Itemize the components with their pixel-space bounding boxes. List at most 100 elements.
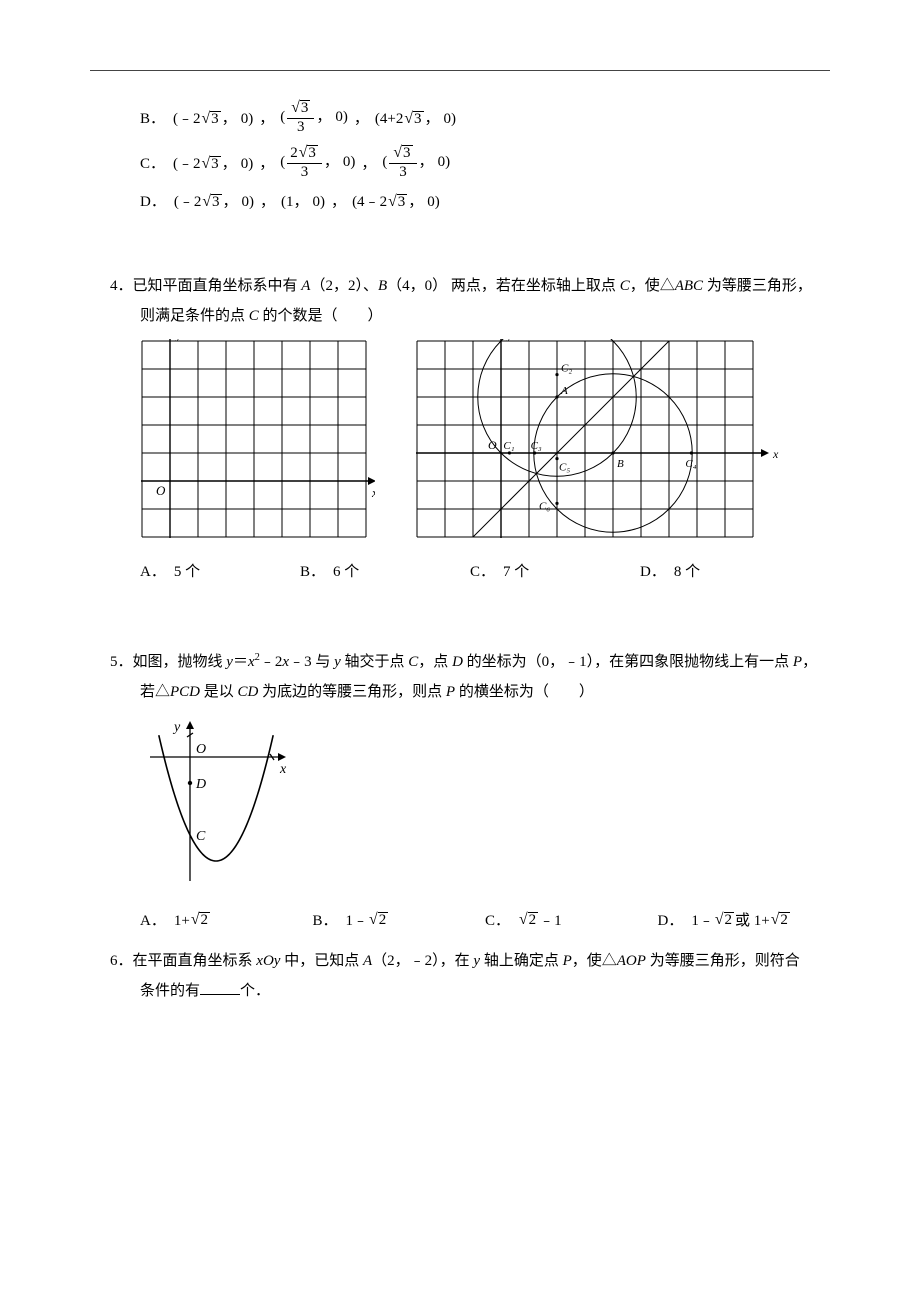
svg-text:x: x (371, 485, 375, 500)
sep: ， (331, 190, 346, 211)
text: ) (249, 194, 254, 210)
text: 5 个 (174, 557, 200, 587)
text: 为等腰三角形， (703, 278, 812, 294)
prev-question-options: B． (﹣2√3，0) ， (√33，0) ， (4+2√3，0) C． (﹣2… (110, 100, 830, 211)
text: (4﹣ (352, 194, 380, 210)
point-c: C (408, 654, 418, 670)
den: 3 (294, 119, 308, 135)
text: 2 (380, 194, 388, 210)
text: 或 1+ (735, 906, 770, 936)
text: 若△ (140, 684, 170, 700)
text: （4，0） (387, 278, 447, 294)
text: ( (382, 154, 387, 170)
q5-choices: A．1+√2 B．1﹣√2 C．√2﹣1 D．1﹣√2或 1+√2 (140, 906, 830, 936)
option-c-line: C． (﹣2√3，0) ， (2√33，0) ， (√33，0) (140, 145, 830, 180)
text: 0 (444, 111, 452, 127)
page: B． (﹣2√3，0) ， (√33，0) ， (4+2√3，0) C． (﹣2… (0, 0, 920, 1302)
text: ) (350, 154, 355, 170)
text: ， (425, 111, 440, 127)
q4-grid-right: OxyABC₁C₂C₃C₄C₅C₆ (415, 339, 785, 549)
text: 1 (286, 194, 294, 210)
text: （2，﹣2），在 (372, 953, 473, 969)
text: 6 个 (333, 557, 359, 587)
label: D． (658, 906, 684, 936)
text: 是以 (200, 684, 238, 700)
option-d-label: D． (140, 190, 166, 211)
svg-text:B: B (617, 458, 624, 470)
option-b-pt2: (√33，0) (280, 100, 348, 135)
text: （2，2） (310, 278, 363, 294)
svg-text:y: y (506, 339, 513, 342)
text: ， (294, 194, 309, 210)
label: C． (485, 906, 510, 936)
point-d: D (452, 654, 463, 670)
radicand: 3 (210, 111, 221, 128)
svg-text:C: C (196, 829, 206, 844)
text: 2 (194, 194, 202, 210)
var-y: y (334, 654, 341, 670)
point-c: C (620, 278, 630, 294)
sqrt-icon: √3 (404, 111, 423, 128)
svg-text:C₃: C₃ (531, 440, 542, 452)
var-x: x (248, 654, 255, 670)
q5-choice-d: D．1﹣√2或 1+√2 (658, 906, 831, 936)
option-b-pt3: (4+2√3，0) (375, 107, 456, 128)
text: 在平面直角坐标系 (133, 953, 257, 969)
text: ， (316, 109, 331, 125)
label: D． (640, 557, 666, 587)
coef: 2 (290, 145, 298, 161)
q5-choice-c: C．√2﹣1 (485, 906, 658, 936)
option-b-pt1: (﹣2√3，0) (173, 107, 253, 128)
text: ( (280, 109, 285, 125)
svg-text:D: D (195, 777, 206, 792)
text: ﹣1 (539, 906, 562, 936)
radicand: 2 (528, 912, 539, 929)
text: 、 (363, 278, 378, 294)
svg-text:x: x (772, 447, 779, 461)
text: ﹣2 (260, 654, 283, 670)
q5-text-line2: 若△PCD 是以 CD 为底边的等腰三角形，则点 P 的横坐标为（ ） (140, 677, 830, 707)
option-b-label: B． (140, 107, 165, 128)
q4-number: 4． (110, 278, 133, 294)
question-5: 5．如图，抛物线 y＝x2﹣2x﹣3 与 y 轴交于点 C，点 D 的坐标为（0… (110, 647, 830, 936)
label: C． (470, 557, 495, 587)
q5-diagram: OxyDC (140, 717, 830, 898)
svg-text:O: O (156, 483, 166, 498)
svg-text:C₄: C₄ (685, 458, 696, 470)
q6-text: 6．在平面直角坐标系 xOy 中，已知点 A（2，﹣2），在 y 轴上确定点 P… (110, 946, 830, 976)
q4-choice-d: D．8 个 (640, 557, 790, 587)
sep: ， (354, 107, 369, 128)
point-b: B (378, 278, 387, 294)
label: B． (300, 557, 325, 587)
sep: ， (259, 107, 274, 128)
text: 0 (242, 194, 250, 210)
point-p: P (563, 953, 572, 969)
q6-text-line2: 条件的有个． (140, 976, 830, 1006)
q4-text: 4．已知平面直角坐标系中有 A（2，2）、B（4，0） 两点，若在坐标轴上取点 … (110, 271, 830, 301)
text: 的横坐标为（ ） (455, 684, 594, 700)
point-p: P (793, 654, 802, 670)
q5-choice-b: B．1﹣√2 (313, 906, 486, 936)
q4-grid-left: Oxy (140, 339, 375, 549)
svg-text:O: O (488, 438, 497, 452)
option-d-pt3: (4﹣2√3，0) (352, 190, 440, 211)
text: ( (280, 154, 285, 170)
q5-choice-a: A．1+√2 (140, 906, 313, 936)
label: A． (140, 557, 166, 587)
text: 2 (193, 156, 201, 172)
text: 的个数是（ ） (259, 308, 383, 324)
text: ) (435, 194, 440, 210)
sep: ， (361, 152, 376, 173)
q5-text: 5．如图，抛物线 y＝x2﹣2x﹣3 与 y 轴交于点 C，点 D 的坐标为（0… (110, 647, 830, 677)
svg-text:O: O (196, 742, 206, 757)
radicand: 3 (307, 145, 318, 162)
svg-text:C₅: C₅ (559, 461, 570, 473)
q4-choice-a: A． 5 个 (140, 557, 300, 587)
segment-cd: CD (238, 684, 259, 700)
text: 0 (313, 194, 321, 210)
radicand: 2 (378, 912, 389, 929)
top-rule (90, 70, 830, 71)
svg-text:C₆: C₆ (539, 500, 550, 512)
option-c-pt3: (√33，0) (382, 145, 450, 180)
sqrt-icon: √3 (202, 111, 221, 128)
